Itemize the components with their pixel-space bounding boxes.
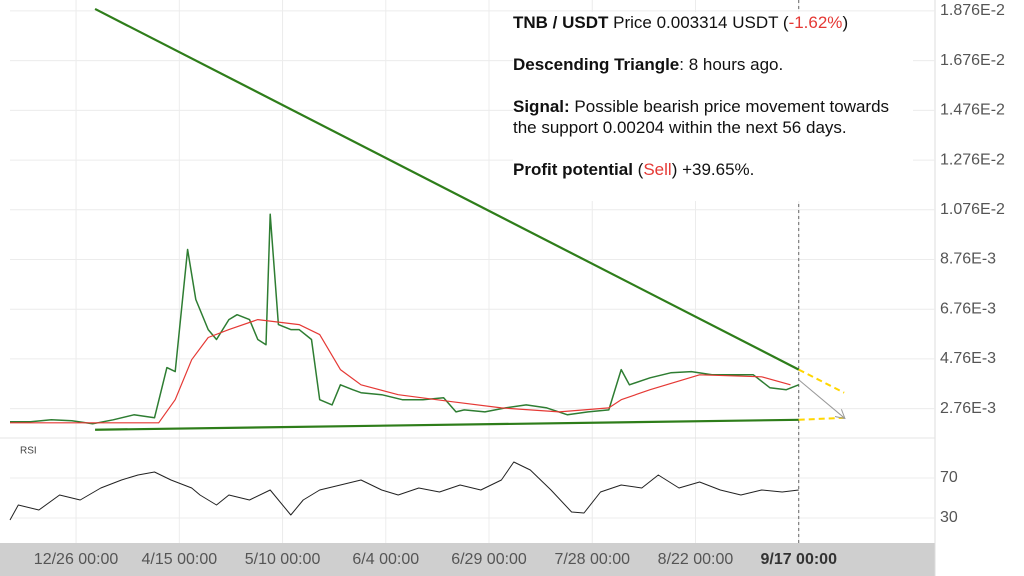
info-text: Signal: [513,97,570,116]
info-text: ( [632,160,644,179]
y-tick-label: 1.676E-2 [940,52,1005,69]
info-text: -1.62% [788,13,843,32]
info-text: Descending Triangle [513,55,680,74]
projection-line [798,416,845,421]
signal-info: TNB / USDT Price 0.003314 USDT (-1.62%) D… [513,12,913,201]
y-tick-label: 1.076E-2 [940,201,1005,218]
info-text: Sell [643,160,672,179]
x-tick-label: 12/26 00:00 [34,551,119,568]
info-text: TNB / USDT [513,13,609,32]
y-tick-label: 1.876E-2 [940,2,1005,19]
info-text: Price 0.003314 USDT ( [608,13,789,32]
info-paragraph: Signal: Possible bearish price movement … [513,96,913,138]
x-tick-label: 6/29 00:00 [451,551,527,568]
info-text: : 8 hours ago. [679,55,784,74]
price-line [10,213,799,425]
y-tick-label: 1.476E-2 [940,102,1005,119]
trend-line [94,7,800,371]
y-tick-label: 8.76E-3 [940,251,996,268]
x-axis-band [0,543,935,576]
rsi-label: RSI [20,446,37,457]
info-paragraph: Descending Triangle: 8 hours ago. [513,54,913,75]
x-tick-label: 5/10 00:00 [245,551,321,568]
info-text: Possible bearish price movement towards … [513,97,894,137]
info-paragraph: TNB / USDT Price 0.003314 USDT (-1.62%) [513,12,913,33]
x-tick-label: 4/15 00:00 [141,551,217,568]
projection-arrow [798,379,844,418]
y-tick-label: 4.76E-3 [940,350,996,367]
info-text: Profit potential [513,160,633,179]
y-tick-label: 6.76E-3 [940,300,996,317]
x-tick-label: 8/22 00:00 [658,551,734,568]
rsi-tick-label: 70 [940,469,958,486]
info-text: ) +39.65%. [671,160,755,179]
x-tick-label: 6/4 00:00 [352,551,419,568]
info-text: ) [842,13,849,32]
x-tick-label: 7/28 00:00 [554,551,630,568]
trend-line [95,418,799,431]
y-tick-label: 1.276E-2 [940,151,1005,168]
y-tick-label: 2.76E-3 [940,400,996,417]
rsi-line [9,461,799,521]
x-tick-label: 9/17 00:00 [760,551,837,568]
moving-average-line [10,319,791,424]
rsi-tick-label: 30 [940,509,958,526]
projection-line [798,368,845,394]
info-paragraph: Profit potential (Sell) +39.65%. [513,159,913,180]
